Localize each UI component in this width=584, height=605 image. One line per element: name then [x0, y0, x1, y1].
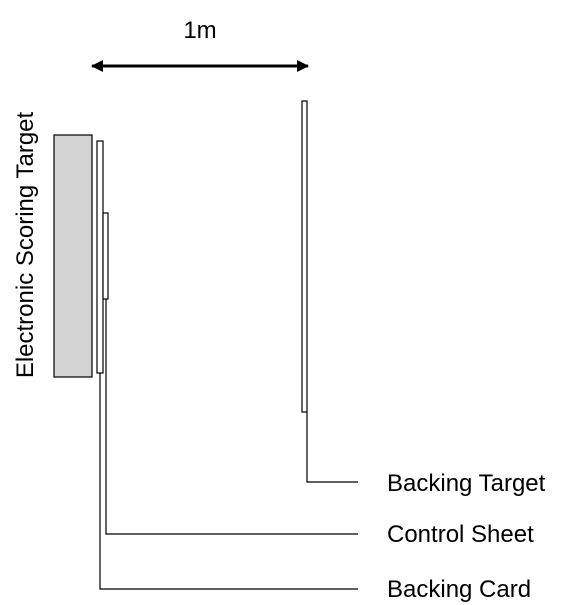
- backing-card: [96, 140, 104, 374]
- backing-card-leader: [99, 373, 358, 590]
- control-sheet-leader: [105, 299, 358, 535]
- backing-target: [301, 100, 308, 413]
- distance-label: 1m: [183, 17, 216, 44]
- control-sheet-label: Control Sheet: [387, 521, 534, 548]
- electronic-scoring-target-label: Electronic Scoring Target: [12, 111, 39, 378]
- backing-card-label: Backing Card: [387, 576, 531, 603]
- backing-target-label: Backing Target: [387, 470, 546, 497]
- backing-target-leader: [306, 412, 358, 483]
- control-sheet: [102, 212, 109, 300]
- electronic-scoring-target: [53, 134, 93, 378]
